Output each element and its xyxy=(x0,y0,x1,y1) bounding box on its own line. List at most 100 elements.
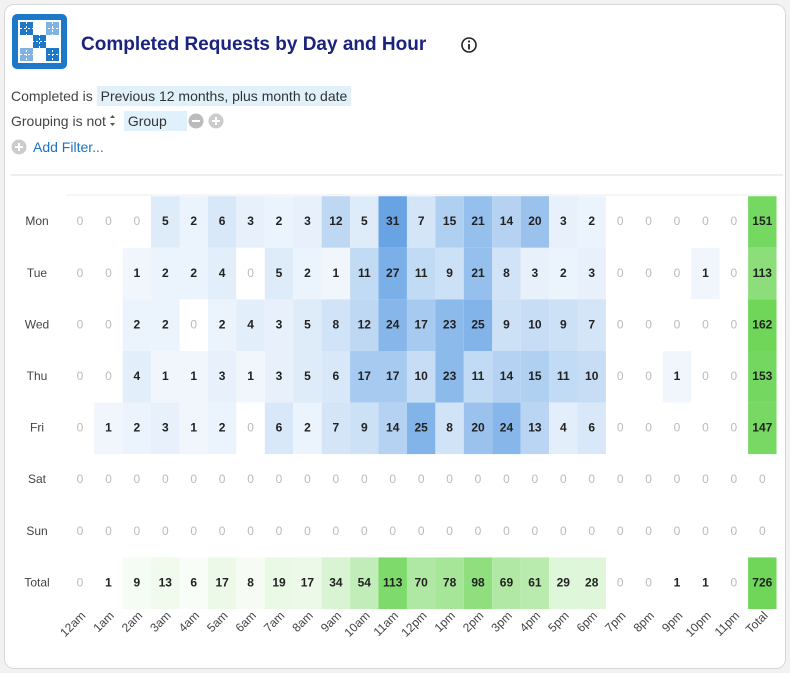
cell-value: 0 xyxy=(418,472,425,486)
x-tick-label: 8am xyxy=(289,608,315,634)
heatmap-cell xyxy=(65,351,95,403)
x-tick-label: 11am xyxy=(371,608,402,639)
heatmap-cell xyxy=(207,247,237,300)
cell-value: 0 xyxy=(645,214,652,228)
cell-value: 0 xyxy=(162,524,169,538)
heatmap-cell xyxy=(520,351,550,403)
heatmap-cell xyxy=(577,299,606,351)
cell-value: 27 xyxy=(386,266,400,280)
heatmap-cell xyxy=(293,454,322,506)
heatmap-cell xyxy=(605,247,635,300)
cell-value: 21 xyxy=(471,266,485,280)
heatmap-cell xyxy=(378,454,407,506)
heatmap-cell xyxy=(605,505,635,558)
filter-operator[interactable]: is xyxy=(82,88,93,104)
cell-value: 0 xyxy=(759,472,766,486)
x-tick-label: 11pm xyxy=(712,608,743,639)
heatmap-cell xyxy=(122,505,152,558)
cell-value: 12 xyxy=(358,317,372,331)
heatmap-cell xyxy=(435,454,464,506)
cell-value: 0 xyxy=(617,266,624,280)
sort-icon[interactable] xyxy=(110,115,115,126)
heatmap-cell xyxy=(748,351,777,403)
filter-value[interactable]: Group xyxy=(123,111,187,131)
cell-value: 0 xyxy=(77,214,84,228)
cell-value: 3 xyxy=(532,266,539,280)
row-label: Thu xyxy=(27,369,48,383)
cell-value: 5 xyxy=(304,317,311,331)
row-label: Fri xyxy=(30,421,44,435)
cell-value: 4 xyxy=(134,369,141,383)
heatmap-cell xyxy=(179,299,208,351)
heatmap-cell xyxy=(549,196,578,248)
cell-value: 0 xyxy=(503,524,510,538)
x-tick-label: 1am xyxy=(90,608,116,634)
heatmap-cell xyxy=(264,299,294,351)
add-filter-icon[interactable] xyxy=(11,139,27,155)
cell-value: 0 xyxy=(702,317,709,331)
cell-value: 0 xyxy=(77,266,84,280)
cell-value: 15 xyxy=(443,214,457,228)
heatmap-cell xyxy=(406,557,436,609)
heatmap-cell xyxy=(293,299,322,351)
heatmap-cell xyxy=(634,557,663,609)
filter-operator[interactable]: is not xyxy=(72,113,106,129)
heatmap-cell xyxy=(151,299,180,351)
heatmap-cell xyxy=(520,299,550,351)
heatmap-cell xyxy=(577,196,606,248)
row-label: Total xyxy=(24,575,49,589)
cell-value: 54 xyxy=(358,575,372,589)
heatmap-cell xyxy=(378,505,407,558)
heatmap-cell xyxy=(207,454,237,506)
cell-value: 9 xyxy=(560,317,567,331)
cell-value: 0 xyxy=(418,524,425,538)
heatmap-cell xyxy=(577,247,606,300)
heatmap-cell xyxy=(264,247,294,300)
cell-value: 15 xyxy=(528,369,542,383)
info-icon[interactable] xyxy=(461,37,477,53)
heatmap-cell xyxy=(691,351,720,403)
heatmap-cell xyxy=(65,454,95,506)
heatmap-cell xyxy=(179,351,208,403)
cell-value: 0 xyxy=(105,214,112,228)
heatmap-cell xyxy=(748,402,777,455)
cell-value: 2 xyxy=(560,266,567,280)
cell-value: 8 xyxy=(247,575,254,589)
add-filter-link[interactable]: Add Filter... xyxy=(33,139,104,155)
x-tick-label: Total xyxy=(743,608,771,636)
cell-value: 0 xyxy=(731,266,738,280)
heatmap-cell xyxy=(662,196,692,248)
heatmap-cell xyxy=(236,196,265,248)
filter-row: Completed is Previous 12 months, plus mo… xyxy=(11,86,352,106)
x-tick-label: 6pm xyxy=(574,608,600,634)
cell-value: 1 xyxy=(702,266,709,280)
heatmap-cell xyxy=(94,196,123,248)
cell-value: 5 xyxy=(162,214,169,228)
heatmap-cell xyxy=(748,299,777,351)
heatmap-cell xyxy=(350,505,379,558)
heatmap-cell xyxy=(94,299,123,351)
heatmap-cell xyxy=(435,402,464,455)
cell-value: 8 xyxy=(446,421,453,435)
x-tick-label: 6am xyxy=(233,608,259,634)
heatmap-cell xyxy=(264,505,294,558)
heatmap-cell xyxy=(151,505,180,558)
heatmap-cell xyxy=(293,505,322,558)
filter-value[interactable]: Previous 12 months, plus month to date xyxy=(96,86,352,106)
heatmap-cell xyxy=(406,505,436,558)
heatmap-cell xyxy=(662,351,692,403)
x-tick-label: 12am xyxy=(57,608,88,639)
x-tick-label: 3pm xyxy=(488,608,514,634)
heatmap-cell xyxy=(435,196,464,248)
heatmap-cell xyxy=(378,196,407,248)
heatmap-cell xyxy=(719,299,749,351)
remove-filter-button[interactable] xyxy=(188,113,204,129)
cell-value: 0 xyxy=(276,472,283,486)
heatmap-cell xyxy=(634,247,663,300)
x-tick-label: 1pm xyxy=(432,608,458,634)
cell-value: 28 xyxy=(585,575,599,589)
add-filter-row-button[interactable] xyxy=(208,113,224,129)
cell-value: 0 xyxy=(731,472,738,486)
heatmap-cell xyxy=(691,299,720,351)
heatmap-cell xyxy=(378,402,407,455)
